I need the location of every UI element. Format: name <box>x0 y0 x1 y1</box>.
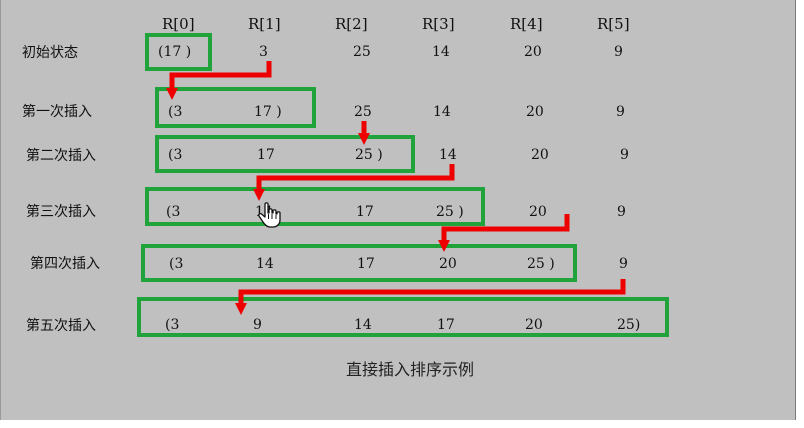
cell-value: 20 <box>531 147 549 163</box>
frame-bottom-margin <box>0 420 804 428</box>
row-5-values: (3 9 14 17 20 25) <box>165 317 640 333</box>
row-label-5: 第五次插入 <box>26 317 96 334</box>
cell-value: 9 <box>620 147 629 163</box>
frame-right-margin <box>796 0 804 428</box>
cell-value: 17 <box>257 147 275 163</box>
header-r5: R[5] <box>597 15 630 33</box>
hand-pointer-icon <box>258 202 281 228</box>
cell-value: 9 <box>616 104 625 120</box>
row-label-3: 第三次插入 <box>26 203 96 220</box>
row-label-1: 第一次插入 <box>22 103 92 120</box>
header-r3: R[3] <box>422 15 455 33</box>
cell-value: (3 <box>169 256 183 272</box>
cell-value: (3 <box>168 104 182 120</box>
cell-value: 14 <box>256 256 274 272</box>
frame-right-edge <box>795 0 796 421</box>
cell-value: 3 <box>259 44 268 60</box>
cell-value: 20 <box>525 317 543 333</box>
cell-value: 14 <box>439 147 457 163</box>
sorted-region-boxes <box>137 33 669 337</box>
cell-value: (17 ) <box>158 44 191 60</box>
sorted-box-row-4 <box>141 244 577 282</box>
diagram-caption: 直接插入排序示例 <box>346 360 474 379</box>
sorted-box-row-5 <box>137 297 669 337</box>
cell-value: 17 <box>357 256 375 272</box>
cell-value: 14 <box>433 104 451 120</box>
sorted-box-row-1 <box>155 87 316 128</box>
cell-value: 25 <box>354 104 372 120</box>
insertion-arrows <box>166 61 626 315</box>
cell-value: (3 <box>165 317 179 333</box>
header-r2: R[2] <box>335 15 368 33</box>
cell-value: (3 <box>166 204 180 220</box>
cell-value: 20 <box>526 104 544 120</box>
cell-value: 9 <box>619 256 628 272</box>
sorted-box-row-2 <box>155 135 415 173</box>
cell-value: 17 <box>437 317 455 333</box>
cell-value: 25 ) <box>355 147 383 163</box>
header-r0: R[0] <box>162 15 195 33</box>
insertion-arrow-1 <box>166 61 272 100</box>
row-label-4: 第四次插入 <box>30 255 100 272</box>
row-1-values: (3 17 ) 25 14 20 9 <box>168 104 625 120</box>
row-label-0: 初始状态 <box>22 44 78 61</box>
row-label-2: 第二次插入 <box>26 147 96 164</box>
row-labels: 初始状态 第一次插入 第二次插入 第三次插入 第四次插入 第五次插入 <box>22 44 100 334</box>
insertion-arrow-2 <box>358 121 370 145</box>
row-0-values: (17 ) 3 25 14 20 9 <box>158 44 623 60</box>
cell-value: 20 <box>524 44 542 60</box>
cell-value: (3 <box>168 147 182 163</box>
cell-value: 20 <box>439 256 457 272</box>
cell-value: 17 ) <box>254 104 282 120</box>
insertion-arrow-3 <box>253 164 455 201</box>
cell-value: 25 ) <box>436 204 464 220</box>
cell-value: 14 <box>432 44 450 60</box>
insertion-arrow-5 <box>235 279 626 315</box>
row-4-values: (3 14 17 20 25 ) 9 <box>169 256 628 272</box>
cell-value: 9 <box>253 317 262 333</box>
header-r1: R[1] <box>248 15 281 33</box>
sorted-box-row-0 <box>145 33 212 71</box>
insertion-arrow-4 <box>438 214 570 252</box>
frame-left-edge <box>0 0 1 421</box>
cell-value: 14 <box>354 317 372 333</box>
cell-value: 17 <box>356 204 374 220</box>
row-2-values: (3 17 25 ) 14 20 9 <box>168 147 629 163</box>
column-headers: R[0] R[1] R[2] R[3] R[4] R[5] <box>162 15 630 33</box>
cell-value: 25) <box>617 317 640 333</box>
sorted-box-row-3 <box>145 187 485 226</box>
cell-value: 25 ) <box>527 256 555 272</box>
cell-value: 9 <box>617 204 626 220</box>
cell-value: 25 <box>353 44 371 60</box>
header-r4: R[4] <box>510 15 543 33</box>
cell-value: 9 <box>614 44 623 60</box>
cell-value: 20 <box>529 204 547 220</box>
row-3-values: (3 14 17 25 ) 20 9 <box>166 204 626 220</box>
